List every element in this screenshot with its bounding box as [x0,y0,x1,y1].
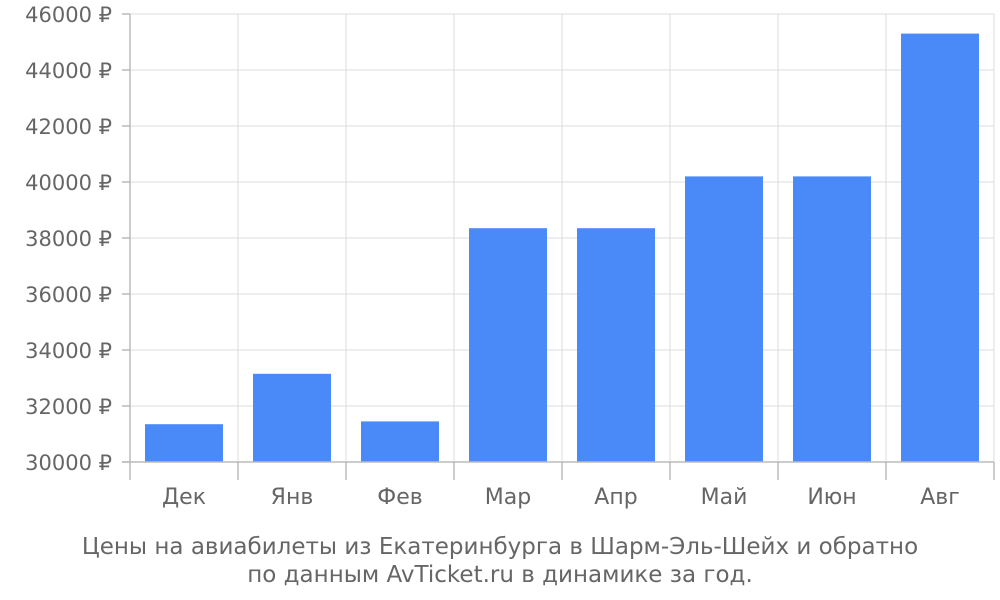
y-tick-label: 40000 ₽ [25,171,112,195]
y-tick-label: 46000 ₽ [25,3,112,27]
axes [122,13,995,480]
x-tick-label: Апр [594,485,637,510]
x-tick-label: Дек [162,485,206,510]
x-tick-label: Авг [920,485,960,510]
x-tick-label: Мар [485,485,531,510]
bar-1 [253,373,331,462]
y-tick-label: 32000 ₽ [25,395,112,419]
y-tick-label: 42000 ₽ [25,115,112,139]
bar-6 [793,176,871,462]
bar-3 [469,228,547,462]
y-tick-label: 44000 ₽ [25,59,112,83]
bar-5 [685,176,763,462]
chart-caption-line-2: по данным AvTicket.ru в динамике за год. [247,562,753,588]
chart-caption-line-1: Цены на авиабилеты из Екатеринбурга в Ша… [81,534,919,560]
y-tick-label: 36000 ₽ [25,283,112,307]
grid-lines [130,13,995,463]
x-axis-tick-labels: Дек Янв Фев Мар Апр Май Июн Авг [162,485,960,510]
y-axis-tick-labels: 30000 ₽ 32000 ₽ 34000 ₽ 36000 ₽ 38000 ₽ 40000… [25,3,112,475]
x-tick-label: Июн [807,485,856,510]
bar-7 [901,33,979,462]
x-tick-label: Май [701,485,748,510]
bars [145,33,979,462]
y-tick-label: 38000 ₽ [25,227,112,251]
bar-0 [145,424,223,462]
bar-2 [361,421,439,462]
x-tick-label: Янв [271,485,314,510]
y-tick-label: 30000 ₽ [25,451,112,475]
y-tick-label: 34000 ₽ [25,339,112,363]
bar-4 [577,228,655,462]
x-tick-label: Фев [377,485,422,510]
